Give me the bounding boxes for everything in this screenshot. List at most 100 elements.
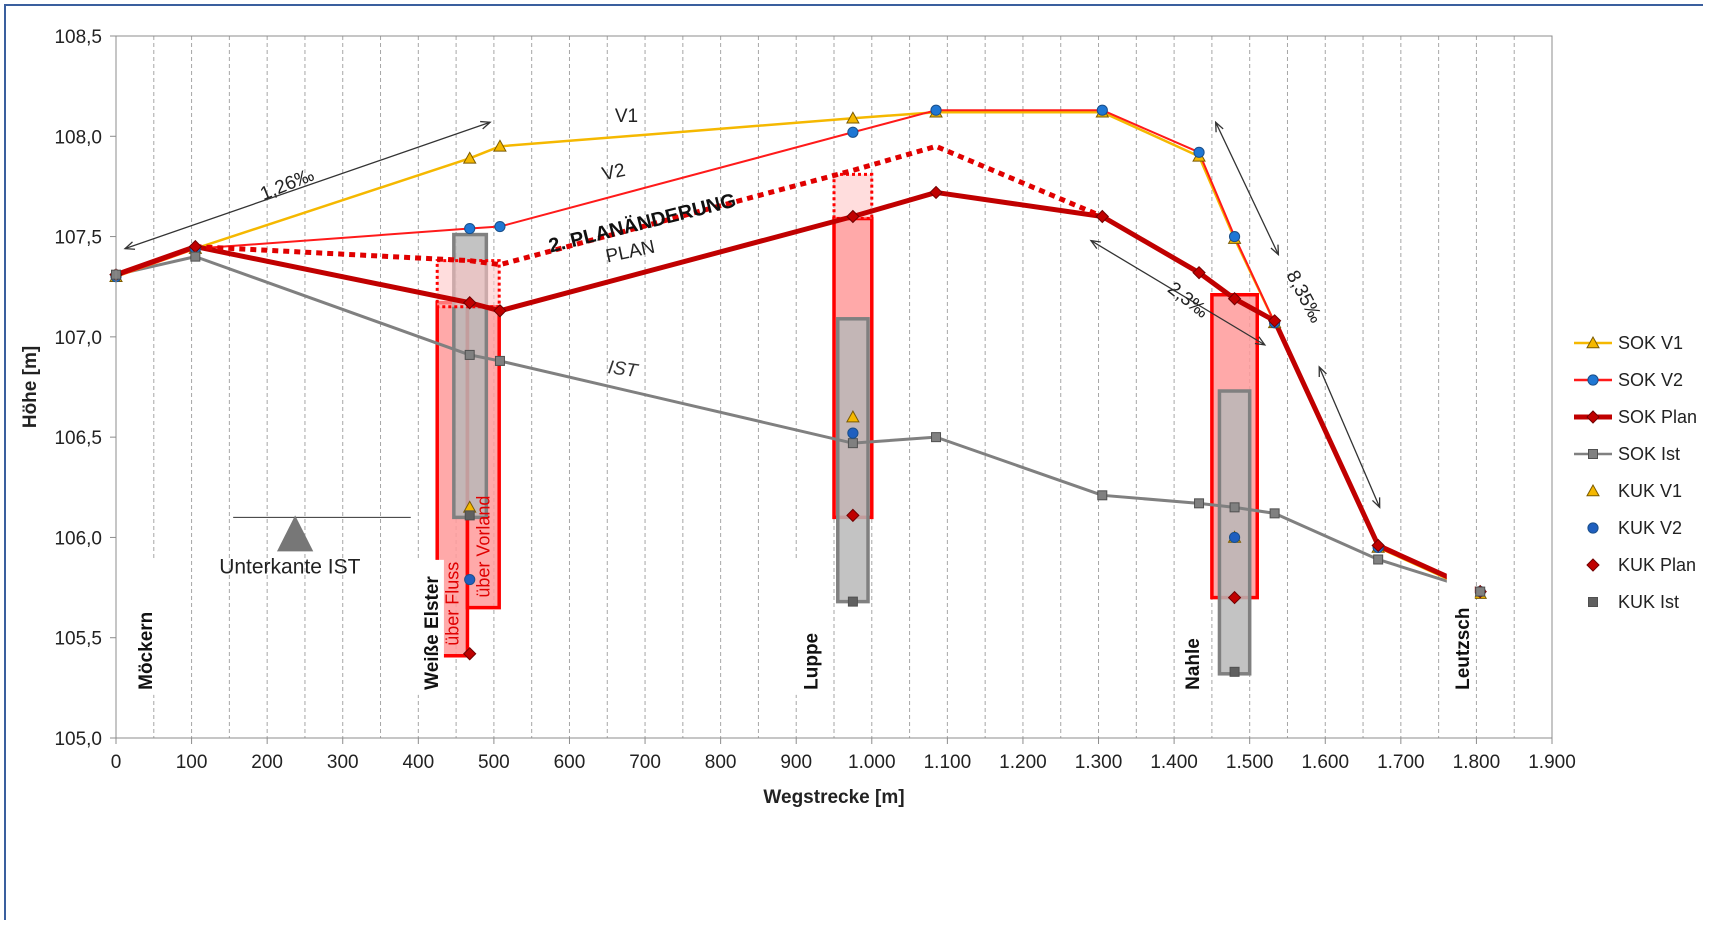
x-tick-label: 1.200	[999, 752, 1047, 773]
y-tick-label: 105,0	[54, 729, 102, 750]
y-tick-label: 106,0	[54, 528, 102, 549]
label-v2: V2	[600, 160, 627, 185]
point-kuk-v1	[846, 410, 860, 423]
station-name: Leutzsch	[1453, 608, 1474, 690]
grade-arrow-2	[1090, 240, 1266, 346]
plot-area-border	[115, 35, 1553, 739]
legend-marker	[1587, 374, 1599, 386]
legend-marker	[1586, 558, 1600, 572]
point-sok-ist	[464, 349, 475, 360]
legend-marker	[1588, 449, 1598, 459]
x-tick-label: 1.700	[1377, 752, 1425, 773]
station-label-bg	[1177, 559, 1205, 695]
x-tick-label: 400	[402, 752, 434, 773]
station-name: Nahle	[1183, 638, 1204, 690]
y-tick-label: 107,0	[54, 328, 102, 349]
point-kuk-plan	[1227, 590, 1242, 605]
point-sok-plan	[929, 185, 943, 200]
point-sok-ist	[931, 432, 942, 443]
legend-label: KUK V2	[1618, 518, 1682, 538]
x-tick-label: 200	[251, 752, 283, 773]
x-axis-title: Wegstrecke [m]	[763, 787, 904, 808]
x-tick-label: 1.600	[1301, 752, 1349, 773]
station-label: Weiße Elster	[415, 559, 444, 695]
x-tick-label: 900	[780, 752, 812, 773]
legend-item: SOK V1	[1574, 333, 1683, 353]
x-tick-label: 1.400	[1150, 752, 1198, 773]
unterkante-triangle-icon	[276, 515, 314, 552]
series-markers	[109, 104, 1488, 677]
point-sok-plan	[1095, 209, 1110, 224]
point-kuk-v2	[1228, 531, 1241, 544]
point-sok-plan	[1192, 265, 1206, 280]
x-tick-label: 1.900	[1528, 752, 1576, 773]
point-sok-v1	[846, 111, 860, 124]
legend-item: KUK V1	[1586, 481, 1682, 501]
legend-label: SOK V2	[1618, 370, 1683, 390]
bridge-bar-label: über Fluss	[442, 562, 462, 646]
y-tick-label: 105,5	[54, 629, 102, 650]
x-tick-label: 800	[705, 752, 737, 773]
x-tick-label: 1.100	[924, 752, 972, 773]
point-sok-plan	[1371, 538, 1385, 553]
point-sok-v2	[494, 220, 506, 233]
legend: SOK V1 SOK V2 SOK Plan SOK Ist KUK V1 KUK V2 K…	[1574, 333, 1697, 612]
grade-arrow-2-head	[1254, 336, 1267, 346]
point-sok-ist	[1097, 490, 1108, 501]
station-label: Nahle	[1177, 559, 1205, 695]
grade-arrow-3	[1215, 121, 1279, 255]
series-line-sok-ist	[115, 255, 1481, 594]
station-label-bg	[795, 559, 824, 695]
station-label-bg	[1446, 559, 1475, 695]
legend-item: KUK Ist	[1588, 592, 1679, 612]
point-kuk-v2	[464, 573, 476, 586]
point-sok-v2	[1193, 146, 1205, 158]
legend-item: KUK V2	[1587, 518, 1682, 538]
point-sok-v1	[493, 139, 507, 152]
legend-marker	[1587, 522, 1599, 534]
label-ist: IST	[607, 357, 641, 382]
grade-arrow-3b-head	[1318, 365, 1327, 377]
legend-marker	[1588, 597, 1598, 607]
station-label: Luppe	[795, 559, 824, 695]
point-sok-plan	[1267, 314, 1282, 328]
x-tick-label: 500	[478, 752, 510, 773]
station-label: Leutzsch	[1446, 559, 1475, 695]
station-label: Möckern	[130, 559, 159, 695]
x-tick-label: 100	[176, 752, 208, 773]
grade-arrow-1-head	[123, 241, 136, 250]
station-name: Weiße Elster	[422, 576, 443, 690]
station-label-bg	[130, 559, 159, 695]
label-unterkante: Unterkante IST	[219, 556, 360, 579]
point-sok-v2	[1096, 104, 1108, 116]
x-tick-label: 1.500	[1226, 752, 1274, 773]
legend-label: SOK Ist	[1618, 444, 1680, 464]
point-sok-plan	[1227, 292, 1242, 306]
point-sok-plan	[463, 296, 477, 310]
point-sok-v2	[847, 126, 859, 138]
grade-arrow-3-head	[1214, 120, 1224, 133]
point-kuk-ist	[1229, 666, 1240, 677]
x-tick-label: 1.000	[848, 752, 896, 773]
station-name: Luppe	[801, 633, 822, 690]
bridge-bar	[836, 317, 870, 604]
legend-label: KUK V1	[1618, 481, 1682, 501]
y-axis-title: Höhe [m]	[20, 346, 41, 428]
axes: 105,0 105,5 106,0 106,5 107,0 107,5 108,0 108,5…	[20, 27, 1576, 808]
legend-item: SOK V2	[1574, 370, 1683, 390]
grade-arrow-2-head	[1089, 239, 1101, 250]
point-sok-v2	[1228, 230, 1241, 243]
plan-change-line	[195, 143, 1104, 268]
point-sok-v2	[930, 104, 942, 116]
x-tick-label: 700	[629, 752, 661, 773]
x-tick-label: 300	[327, 752, 359, 773]
point-sok-plan	[846, 209, 860, 224]
point-kuk-ist	[847, 596, 858, 607]
station-label-bg	[415, 559, 444, 695]
point-sok-ist	[1229, 502, 1240, 513]
bridge-bars: über Fluss über Vorland	[435, 172, 1259, 676]
label-v1: V1	[615, 106, 638, 127]
point-kuk-v2	[847, 427, 859, 439]
legend-label: SOK V1	[1618, 333, 1683, 353]
